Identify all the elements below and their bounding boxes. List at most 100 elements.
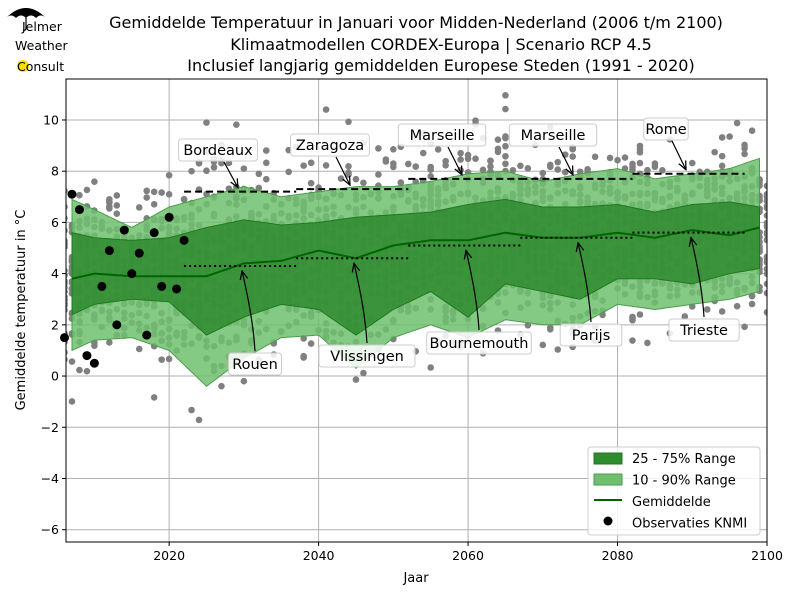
model-point: [636, 159, 644, 167]
logo-line: Weather: [15, 38, 68, 53]
plot-frame: [65, 78, 768, 543]
city-annotation: Parijs: [559, 323, 623, 347]
model-point: [502, 142, 509, 150]
city-label: Rouen: [232, 357, 278, 373]
model-point: [629, 316, 636, 324]
model-point: [688, 159, 696, 167]
model-point: [66, 307, 68, 314]
model-point: [150, 201, 158, 208]
model-point: [748, 127, 756, 135]
model-point: [487, 163, 494, 170]
model-point: [539, 169, 547, 177]
model-point: [644, 166, 651, 174]
model-point: [262, 159, 270, 167]
model-point: [502, 133, 509, 140]
model-point: [180, 195, 188, 203]
legend-box: [587, 446, 761, 536]
model-point: [569, 153, 576, 160]
model-point: [255, 184, 263, 192]
model-point: [262, 147, 270, 154]
model-point: [68, 398, 76, 405]
model-point: [158, 189, 165, 196]
model-point: [539, 341, 547, 349]
city-annotation: Bournemouth: [426, 331, 532, 355]
model-point: [113, 202, 121, 209]
model-point: [337, 175, 345, 182]
observation-point: [74, 205, 84, 215]
model-point: [606, 154, 614, 162]
legend: 25 - 75% Range 10 - 90% Range Gemiddelde Ob…: [587, 446, 761, 536]
annotation-box: [426, 331, 532, 355]
band-25-75: [71, 198, 760, 336]
observation-point: [164, 212, 174, 222]
legend-swatch-observations: [603, 516, 613, 526]
city-label: Bournemouth: [430, 336, 529, 352]
model-point: [262, 175, 270, 183]
model-point: [651, 160, 659, 167]
model-point: [143, 187, 151, 195]
model-point: [375, 171, 382, 178]
observation-point: [97, 281, 107, 291]
model-point: [502, 92, 509, 99]
annotation-arrow: [578, 243, 592, 323]
x-tick-label: 2100: [751, 548, 783, 563]
model-point: [494, 136, 502, 143]
model-point: [718, 134, 726, 141]
model-point: [66, 237, 68, 244]
model-point: [300, 352, 307, 360]
annotation-box: [290, 133, 370, 157]
model-point: [554, 346, 562, 353]
city-label: Vlissingen: [330, 349, 404, 365]
model-point: [487, 157, 494, 165]
model-point: [66, 356, 68, 363]
model-point: [621, 154, 629, 161]
model-point: [158, 356, 165, 363]
model-point: [763, 289, 767, 297]
model-point: [726, 133, 733, 140]
model-point: [210, 164, 218, 171]
model-point: [345, 118, 352, 126]
annotation-arrow: [671, 140, 686, 170]
model-point: [307, 340, 315, 347]
y-tick-label: −2: [41, 420, 59, 435]
model-point: [404, 160, 412, 168]
model-point: [711, 148, 718, 156]
model-point: [427, 364, 434, 371]
chart-title-line-2: Klimaatmodellen CORDEX-Europa | Scenario…: [230, 35, 652, 54]
model-point: [763, 219, 767, 227]
city-label: Parijs: [572, 328, 611, 344]
chart-title-line-1: Gemiddelde Temperatuur in Januari voor M…: [109, 13, 723, 32]
model-point: [629, 337, 636, 344]
chart-title-line-3: Inclusief langjarig gemiddelden Europese…: [187, 56, 694, 75]
model-point: [763, 280, 767, 288]
model-point: [636, 311, 644, 318]
umbrella-icon: [6, 8, 46, 18]
annotation-arrow: [354, 263, 368, 344]
model-point: [524, 321, 532, 329]
y-axis-label: Gemiddelde temperatuur in °C: [14, 210, 29, 411]
model-point: [66, 215, 68, 222]
model-point: [703, 306, 711, 313]
model-point: [188, 167, 195, 175]
x-tick-label: 2040: [303, 548, 335, 563]
observation-point: [89, 358, 99, 368]
model-point: [300, 162, 307, 169]
model-point: [427, 166, 434, 173]
city-annotation: Marseille: [508, 123, 598, 147]
model-point: [322, 162, 330, 169]
model-point: [165, 355, 173, 363]
city-annotation: Rome: [643, 117, 689, 141]
model-point: [240, 165, 248, 172]
model-point: [66, 203, 68, 210]
model-point: [457, 149, 464, 157]
model-point: [494, 148, 502, 156]
model-point: [66, 280, 68, 287]
model-point: [561, 168, 569, 176]
model-point: [66, 293, 68, 300]
model-point: [502, 160, 509, 168]
model-point: [763, 308, 767, 316]
model-point: [434, 146, 442, 153]
legend-label: Observaties KNMI: [632, 517, 747, 532]
mean-line: [71, 226, 760, 280]
